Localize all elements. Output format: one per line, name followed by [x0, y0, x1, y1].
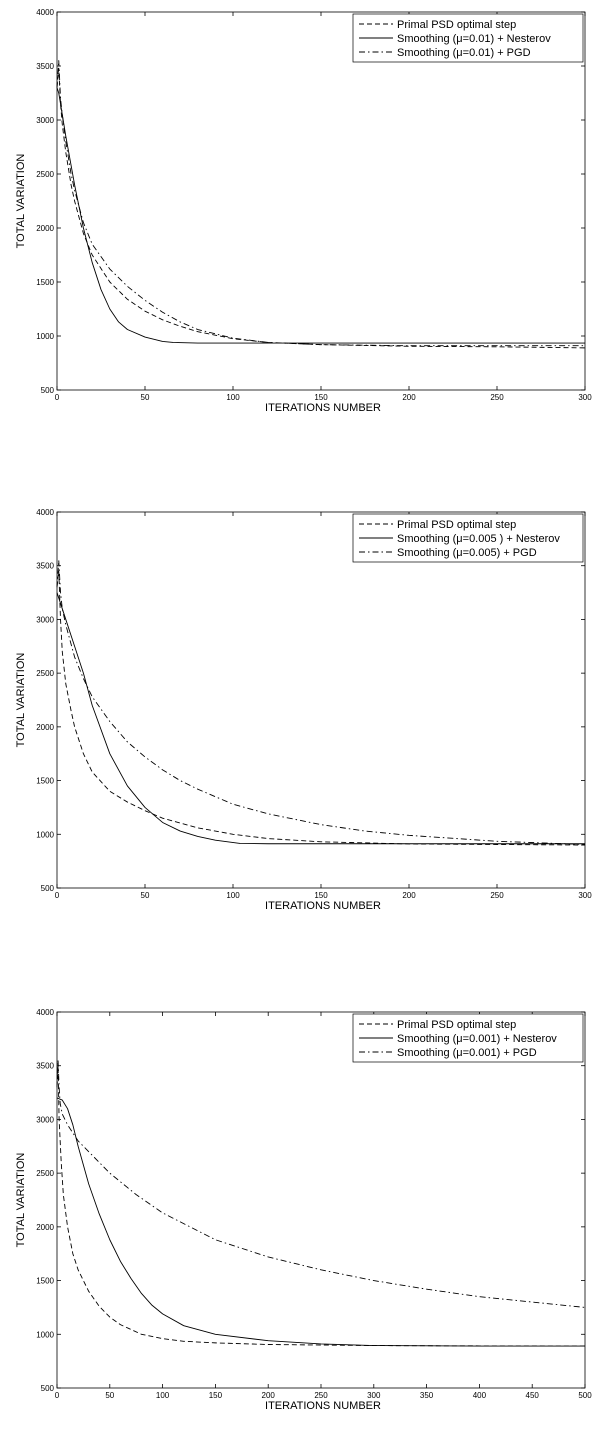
y-tick-label: 4000 [36, 8, 54, 17]
x-tick-label: 300 [367, 1391, 381, 1400]
y-tick-label: 3500 [36, 1062, 54, 1071]
legend-entry-1: Primal PSD optimal step [397, 1019, 516, 1031]
x-tick-label: 100 [226, 393, 240, 402]
legend-entry-1: Primal PSD optimal step [397, 19, 516, 31]
x-axis-label: ITERATIONS NUMBER [265, 900, 381, 912]
x-tick-label: 250 [314, 1391, 328, 1400]
y-tick-label: 4000 [36, 1008, 54, 1017]
legend: Primal PSD optimal step Smoothing (μ=0.00… [352, 1013, 584, 1063]
y-tick-label: 1000 [36, 830, 54, 839]
x-tick-label: 0 [55, 393, 60, 402]
series-line-2 [56, 87, 585, 344]
x-tick-label: 450 [526, 1391, 540, 1400]
chart-3: 0 50 100 150 200 250 300 350 400 450 500 500 1000 150… [15, 1008, 592, 1412]
x-tick-label: 500 [578, 1391, 592, 1400]
y-tick-label: 4000 [36, 508, 54, 517]
y-tick-label: 3000 [36, 116, 54, 125]
x-tick-label: 250 [490, 393, 504, 402]
y-tick-label: 1000 [36, 332, 54, 341]
x-tick-label: 150 [314, 393, 328, 402]
legend-entry-2: Smoothing (μ=0.001) + Nesterov [397, 1033, 557, 1045]
y-tick-label: 3000 [36, 1115, 54, 1124]
legend-entry-1: Primal PSD optimal step [397, 519, 516, 531]
y-axis-label: TOTAL VARIATION [15, 653, 27, 748]
legend: Primal PSD optimal step Smoothing (μ=0.00… [352, 513, 584, 563]
x-tick-label: 100 [226, 891, 240, 900]
y-tick-label: 500 [41, 884, 55, 893]
series-line-1 [56, 67, 586, 349]
y-tick-label: 2500 [36, 669, 54, 678]
y-tick-label: 1000 [36, 1330, 54, 1339]
x-tick-label: 400 [473, 1391, 487, 1400]
series-line-1 [56, 1065, 586, 1347]
series-line-2 [56, 592, 585, 845]
legend-entry-3: Smoothing (μ=0.005) + PGD [397, 547, 537, 559]
x-tick-label: 50 [105, 1391, 114, 1400]
x-axis-label: ITERATIONS NUMBER [265, 1400, 381, 1412]
y-tick-label: 3500 [36, 62, 54, 71]
y-tick-label: 2500 [36, 170, 54, 179]
x-tick-label: 150 [209, 1391, 223, 1400]
y-tick-label: 2000 [36, 723, 54, 732]
y-tick-label: 3000 [36, 615, 54, 624]
y-tick-label: 500 [41, 1384, 55, 1393]
y-axis-label: TOTAL VARIATION [15, 1153, 27, 1248]
y-tick-label: 1500 [36, 1277, 54, 1286]
x-tick-label: 50 [141, 891, 150, 900]
series-line-3 [56, 1059, 586, 1308]
x-tick-label: 200 [402, 891, 416, 900]
x-tick-label: 150 [314, 891, 328, 900]
chart-2: 0 50 100 150 200 250 300 500 1000 1500 2000 2500 300… [15, 508, 592, 912]
y-tick-label: 500 [41, 386, 55, 395]
y-tick-label: 2500 [36, 1169, 54, 1178]
series-line-3 [56, 60, 585, 347]
x-tick-label: 200 [402, 393, 416, 402]
x-tick-label: 0 [55, 1391, 60, 1400]
x-axis-label: ITERATIONS NUMBER [265, 402, 381, 414]
legend-entry-3: Smoothing (μ=0.01) + PGD [397, 47, 531, 59]
y-axis-label: TOTAL VARIATION [15, 154, 27, 249]
y-tick-label: 2000 [36, 224, 54, 233]
x-tick-label: 250 [490, 891, 504, 900]
chart-1: 0 50 100 150 200 250 300 500 1000 1500 2000 2500 300… [15, 8, 592, 414]
x-tick-label: 350 [420, 1391, 434, 1400]
legend: Primal PSD optimal step Smoothing (μ=0.01… [352, 13, 584, 63]
x-tick-label: 200 [262, 1391, 276, 1400]
y-tick-label: 1500 [36, 278, 54, 287]
series-line-1 [56, 570, 586, 846]
x-tick-label: 50 [141, 393, 150, 402]
x-tick-label: 300 [578, 891, 592, 900]
x-tick-label: 300 [578, 393, 592, 402]
legend-entry-2: Smoothing (μ=0.01) + Nesterov [397, 33, 551, 45]
plot-area-frame [56, 511, 586, 889]
y-tick-label: 2000 [36, 1223, 54, 1232]
x-tick-label: 100 [156, 1391, 170, 1400]
y-tick-label: 3500 [36, 562, 54, 571]
legend-entry-2: Smoothing (μ=0.005 ) + Nesterov [397, 533, 560, 545]
series-line-2 [56, 1097, 585, 1347]
x-tick-label: 0 [55, 891, 60, 900]
legend-entry-3: Smoothing (μ=0.001) + PGD [397, 1047, 537, 1059]
series-line-3 [56, 559, 586, 845]
y-tick-label: 1500 [36, 777, 54, 786]
